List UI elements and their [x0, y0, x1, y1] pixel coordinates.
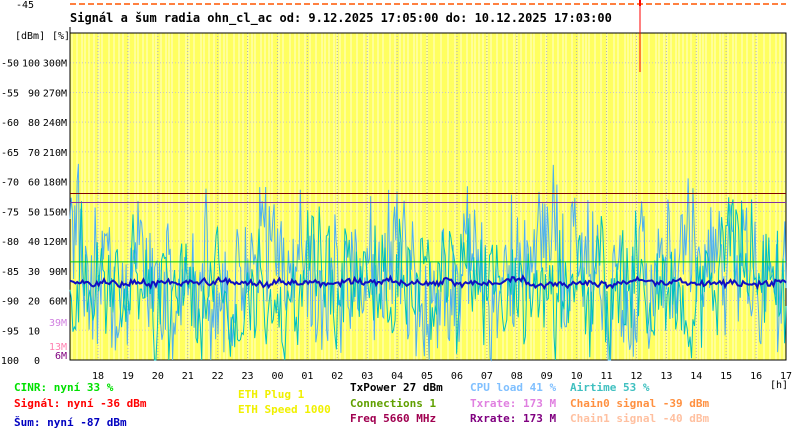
noise-series [69, 274, 787, 291]
x-tick-label: 03 [361, 371, 373, 382]
x-tick-label: 19 [122, 371, 134, 382]
y-tick-dbm: -85 [1, 267, 19, 278]
y-tick-dbm: -55 [1, 88, 19, 99]
y-tick-dbm: -95 [1, 326, 19, 337]
x-tick-label: 08 [511, 371, 523, 382]
legend-item: Rxrate: 173 M [470, 412, 557, 425]
x-tick-label: 09 [541, 371, 553, 382]
y-tick-rate: 240M [43, 118, 67, 129]
x-tick-label: 12 [630, 371, 642, 382]
y-unit-pct: [%] [52, 31, 71, 42]
y-tick-pct: 40 [28, 237, 40, 248]
legend-item: Connections 1 [350, 397, 437, 410]
y-tick-rate-extra: 13M [49, 342, 67, 353]
y-tick-pct: 70 [28, 148, 40, 159]
x-tick-label: 02 [331, 371, 343, 382]
x-tick-label: 16 [750, 371, 762, 382]
legend-item: CINR: nyní 33 % [14, 381, 114, 394]
legend-item: ETH Plug 1 [238, 388, 305, 401]
x-tick-label: 00 [271, 371, 283, 382]
y-tick-dbm: -60 [1, 118, 19, 129]
y-unit-dbm: [dBm] [15, 31, 46, 42]
y-tick-dbm: -75 [1, 207, 19, 218]
y-tick-pct: 60 [28, 178, 40, 189]
y-tick-dbm: -50 [1, 59, 19, 70]
cpu-load-series [69, 163, 787, 362]
legend-item: Signál: nyní -36 dBm [14, 397, 147, 410]
legend-item: Chain0 signal -39 dBm [570, 397, 710, 410]
x-tick-label: 21 [182, 371, 194, 382]
y-tick-pct: 30 [28, 267, 40, 278]
y-tick-rate: 270M [43, 88, 67, 99]
x-tick-label: 18 [92, 371, 104, 382]
y-tick-rate: 300M [43, 59, 67, 70]
y-tick-pct: 90 [28, 88, 40, 99]
x-tick-label: 22 [212, 371, 224, 382]
x-unit: [h] [770, 380, 789, 391]
x-tick-label: 11 [600, 371, 612, 382]
x-tick-label: 15 [720, 371, 732, 382]
legend-item: Šum: nyní -87 dBm [14, 416, 127, 429]
legend-item: Airtime 53 % [570, 381, 650, 394]
y-tick-pct: 0 [34, 356, 40, 367]
y-tick-rate: 120M [43, 237, 67, 248]
x-tick-label: 14 [690, 371, 702, 382]
legend-item: TxPower 27 dBm [350, 381, 443, 394]
y-tick-dbm: -65 [1, 148, 19, 159]
y-tick-pct: 20 [28, 297, 40, 308]
y-tick-rate-extra: 39M [49, 318, 67, 329]
x-tick-label: 13 [660, 371, 672, 382]
x-tick-label: 05 [421, 371, 433, 382]
y-tick-pct: 10 [28, 326, 40, 337]
x-tick-label: 17 [780, 371, 792, 382]
x-tick-label: 10 [571, 371, 583, 382]
legend-item: ETH Speed 1000 [238, 403, 331, 416]
y-tick-dbm: -80 [1, 237, 19, 248]
x-tick-label: 01 [301, 371, 313, 382]
y-tick-rate-extra: 6M [55, 351, 67, 362]
y-tick-dbm: -90 [1, 297, 19, 308]
y-tick-rate: 90M [49, 267, 67, 278]
y-tick-pct: 80 [28, 118, 40, 129]
y-tick-dbm-top: -45 [16, 0, 34, 11]
y-tick-rate: 210M [43, 148, 67, 159]
chart-title: Signál a šum radia ohn_cl_ac od: 9.12.20… [70, 11, 612, 25]
y-tick-pct: 50 [28, 207, 40, 218]
legend-item: Freq 5660 MHz [350, 412, 437, 425]
x-tick-label: 04 [391, 371, 403, 382]
x-tick-label: 20 [152, 371, 164, 382]
legend-item: Txrate: 173 M [470, 397, 557, 410]
y-tick-rate: 180M [43, 178, 67, 189]
y-tick-rate: 60M [49, 297, 67, 308]
x-tick-label: 06 [451, 371, 463, 382]
legend-item: Chain1 signal -40 dBm [570, 412, 710, 425]
x-tick-label: 07 [481, 371, 493, 382]
legend-item: CPU load 41 % [470, 381, 557, 394]
y-tick-dbm: -100 [0, 356, 19, 367]
y-tick-rate: 150M [43, 207, 67, 218]
x-tick-label: 23 [242, 371, 254, 382]
y-tick-dbm: -70 [1, 178, 19, 189]
y-tick-pct: 100 [22, 59, 40, 70]
